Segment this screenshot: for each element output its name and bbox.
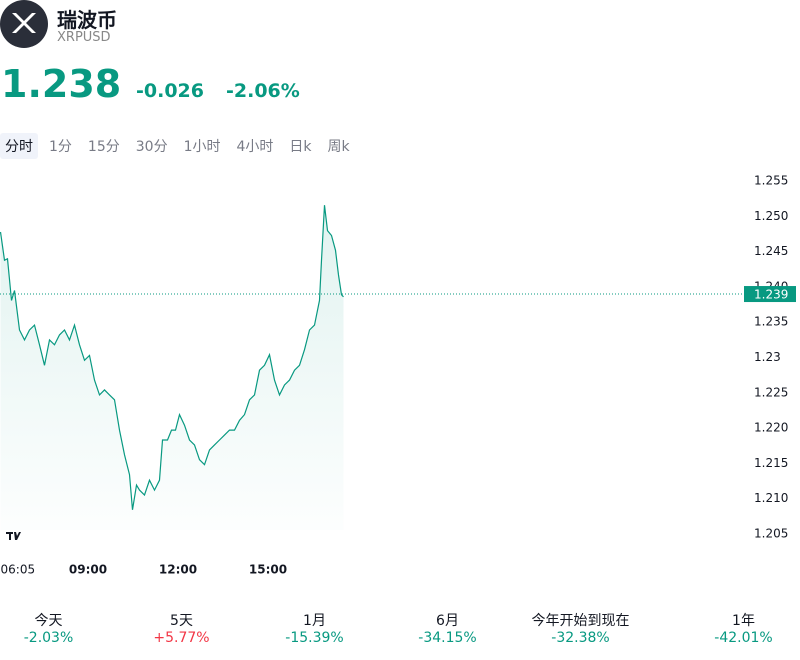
x-tick-label: 06:05 bbox=[1, 563, 36, 577]
chart: 1.2051.2101.2151.2201.2251.231.2351.2401… bbox=[0, 174, 796, 577]
tv-logo bbox=[1, 524, 27, 550]
period-change: -15.39% bbox=[285, 630, 344, 646]
period-label: 1年 bbox=[732, 613, 755, 629]
tab[interactable]: 1分 bbox=[49, 139, 72, 155]
last-price-label: 1.239 bbox=[754, 288, 788, 302]
y-tick-label: 1.250 bbox=[754, 209, 788, 223]
x-tick-label: 15:00 bbox=[249, 563, 287, 577]
period-label: 5天 bbox=[170, 613, 193, 629]
y-tick-label: 1.220 bbox=[754, 421, 788, 435]
period-change: +5.77% bbox=[153, 630, 210, 646]
tab[interactable]: 15分 bbox=[87, 139, 120, 155]
period-label: 今年开始到现在 bbox=[531, 613, 630, 629]
area bbox=[0, 205, 344, 530]
tab[interactable]: 分时 bbox=[0, 133, 38, 159]
tab[interactable]: 4小时 bbox=[236, 139, 274, 155]
x-tick-label: 12:00 bbox=[159, 563, 197, 577]
coin-icon bbox=[0, 0, 48, 48]
x-tick-label: 09:00 bbox=[69, 563, 107, 577]
tabs: 分时 1分 15分 30分 1小时 4小时 日k 周k bbox=[0, 133, 355, 159]
title: 瑞波币 bbox=[57, 8, 117, 32]
performance: 今天 -2.03% 5天 +5.77% 1月 -15.39% 6月 -34.15% 今年开始到现… bbox=[0, 610, 800, 655]
y-tick-label: 1.255 bbox=[754, 174, 788, 188]
tab[interactable]: 30分 bbox=[135, 139, 168, 155]
period-label: 6月 bbox=[436, 613, 459, 629]
change: -0.026 bbox=[136, 80, 204, 102]
tab[interactable]: 日k bbox=[289, 139, 312, 155]
period-label: 今天 bbox=[34, 613, 63, 629]
y-tick-label: 1.205 bbox=[754, 526, 788, 540]
period-change: -32.38% bbox=[551, 630, 610, 646]
y-tick-label: 1.23 bbox=[754, 350, 781, 364]
y-tick-label: 1.215 bbox=[754, 456, 788, 470]
period-change: -2.03% bbox=[23, 630, 74, 646]
price-line bbox=[0, 205, 344, 510]
y-tick-label: 1.245 bbox=[754, 244, 788, 258]
symbol: XRPUSD bbox=[57, 30, 111, 45]
period-label: 1月 bbox=[303, 613, 326, 629]
change-percent: -2.06% bbox=[226, 80, 300, 102]
period-change: -34.15% bbox=[418, 630, 477, 646]
last-price-box bbox=[744, 286, 796, 303]
tab[interactable]: 1小时 bbox=[183, 139, 221, 155]
tab[interactable]: 周k bbox=[327, 139, 350, 155]
y-tick-label: 1.210 bbox=[754, 491, 788, 505]
y-tick-label: 1.225 bbox=[754, 385, 788, 399]
price: 1.238 bbox=[1, 62, 122, 106]
y-tick-label: 1.235 bbox=[754, 315, 788, 329]
period-change: -42.01% bbox=[714, 630, 773, 646]
